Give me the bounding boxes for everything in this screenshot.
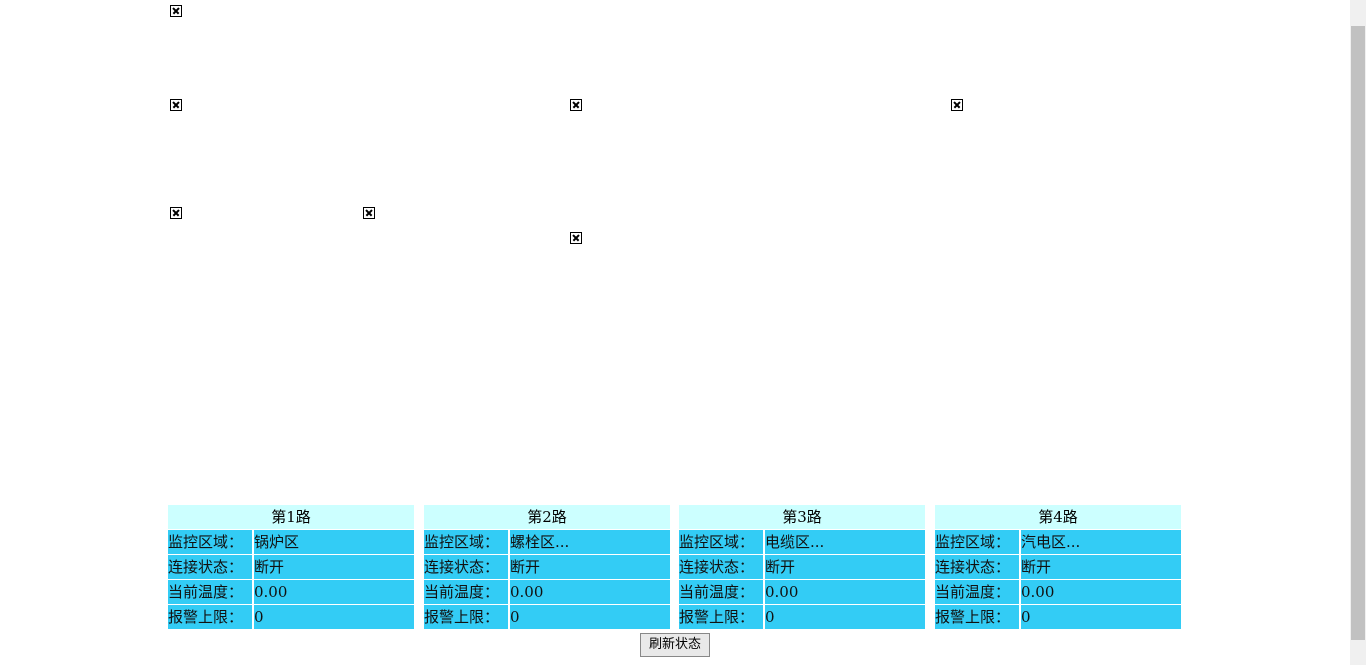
row-label: 当前温度： (935, 580, 1019, 604)
row-value: 0 (765, 605, 925, 629)
panel-title: 第1路 (168, 505, 414, 529)
panel-row: 监控区域： 螺栓区... (424, 530, 670, 554)
panel-title: 第4路 (935, 505, 1181, 529)
row-label: 连接状态： (424, 555, 508, 579)
broken-image (951, 99, 963, 111)
status-panel: 第2路 监控区域： 螺栓区... 连接状态： 断开 当前温度： 0.00 报警上限： 0 (424, 505, 670, 629)
status-panel: 第3路 监控区域： 电缆区... 连接状态： 断开 当前温度： 0.00 报警上限： 0 (679, 505, 925, 629)
broken-image (570, 99, 582, 111)
panel-row: 报警上限： 0 (168, 605, 414, 629)
row-value: 锅炉区 (254, 530, 414, 554)
row-value: 0 (510, 605, 670, 629)
row-value: 0 (254, 605, 414, 629)
panel-row: 监控区域： 汽电区... (935, 530, 1181, 554)
row-label: 监控区域： (424, 530, 508, 554)
row-value: 汽电区... (1021, 530, 1181, 554)
row-value: 螺栓区... (510, 530, 670, 554)
row-value: 断开 (1021, 555, 1181, 579)
broken-image (170, 99, 182, 111)
row-value: 电缆区... (765, 530, 925, 554)
panel-row: 报警上限： 0 (679, 605, 925, 629)
panel-row: 监控区域： 锅炉区 (168, 530, 414, 554)
row-value: 0.00 (510, 580, 670, 604)
row-label: 报警上限： (168, 605, 252, 629)
broken-image (170, 207, 182, 219)
status-panel: 第1路 监控区域： 锅炉区 连接状态： 断开 当前温度： 0.00 报警上限： 0 (168, 505, 414, 629)
status-panel: 第4路 监控区域： 汽电区... 连接状态： 断开 当前温度： 0.00 报警上限： 0 (935, 505, 1181, 629)
row-label: 连接状态： (168, 555, 252, 579)
row-value: 0 (1021, 605, 1181, 629)
row-value: 断开 (765, 555, 925, 579)
panel-title: 第3路 (679, 505, 925, 529)
panel-row: 当前温度： 0.00 (168, 580, 414, 604)
row-value: 0.00 (765, 580, 925, 604)
row-label: 当前温度： (168, 580, 252, 604)
panel-row: 连接状态： 断开 (935, 555, 1181, 579)
row-label: 监控区域： (679, 530, 763, 554)
scrollbar-thumb[interactable] (1351, 26, 1365, 640)
panel-row: 报警上限： 0 (424, 605, 670, 629)
panel-row: 当前温度： 0.00 (424, 580, 670, 604)
row-value: 0.00 (1021, 580, 1181, 604)
row-label: 报警上限： (424, 605, 508, 629)
row-label: 报警上限： (935, 605, 1019, 629)
broken-image (570, 232, 582, 244)
refresh-button[interactable]: 刷新状态 (640, 633, 710, 657)
row-label: 监控区域： (168, 530, 252, 554)
row-label: 当前温度： (424, 580, 508, 604)
panel-row: 当前温度： 0.00 (935, 580, 1181, 604)
row-label: 监控区域： (935, 530, 1019, 554)
broken-image (170, 5, 182, 17)
row-label: 当前温度： (679, 580, 763, 604)
row-label: 连接状态： (679, 555, 763, 579)
row-value: 断开 (510, 555, 670, 579)
broken-image (363, 207, 375, 219)
panel-row: 连接状态： 断开 (679, 555, 925, 579)
row-label: 连接状态： (935, 555, 1019, 579)
panel-row: 连接状态： 断开 (424, 555, 670, 579)
panel-row: 当前温度： 0.00 (679, 580, 925, 604)
panel-row: 监控区域： 电缆区... (679, 530, 925, 554)
panel-row: 报警上限： 0 (935, 605, 1181, 629)
panel-title: 第2路 (424, 505, 670, 529)
row-value: 断开 (254, 555, 414, 579)
panel-row: 连接状态： 断开 (168, 555, 414, 579)
row-value: 0.00 (254, 580, 414, 604)
row-label: 报警上限： (679, 605, 763, 629)
